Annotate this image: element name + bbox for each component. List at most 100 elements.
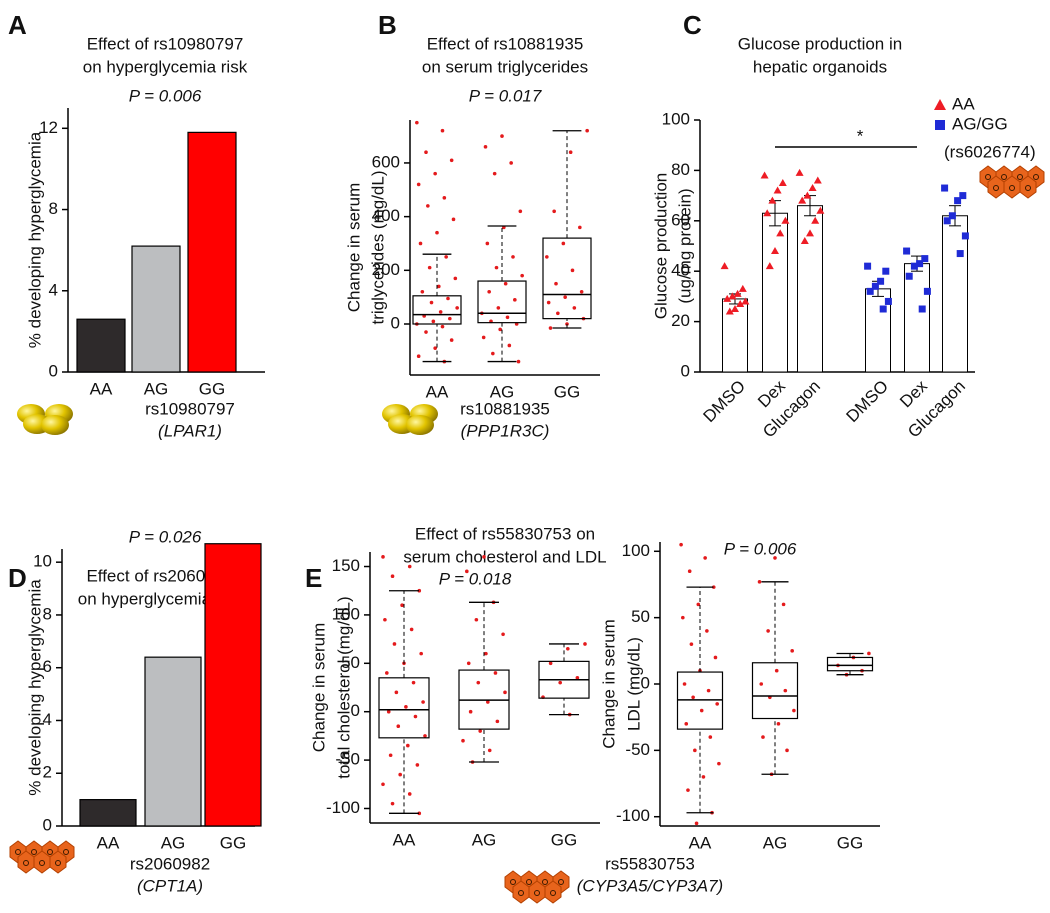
legend-label: AA [952,94,975,113]
data-point [699,708,704,713]
x-tick-label: AG [763,833,788,852]
y-tick-label: 2 [43,763,52,782]
x-tick-label: AG [472,830,497,849]
x-tick-label: AG [144,379,169,398]
y-axis-label: Change in serum [344,183,363,312]
data-point [427,265,432,270]
bar [79,799,137,827]
data-point [760,171,769,179]
bar [204,543,262,827]
data-point [877,277,885,285]
y-tick-label: 8 [49,199,58,218]
data-point [404,705,408,709]
p-value: P = 0.006 [724,539,797,558]
data-point [518,209,523,214]
data-point [483,145,488,149]
data-point [806,229,814,237]
bar [144,656,202,827]
data-point [424,330,428,334]
x-tick-label: GG [199,379,225,398]
data-point [416,354,421,359]
data-point [448,316,452,321]
data-point [392,642,397,646]
data-point [682,682,687,686]
data-point [566,646,570,651]
data-point [776,722,781,726]
data-point [765,262,774,270]
y-axis-label: triglycerides (mg/dL) [368,171,387,325]
data-point [498,327,502,332]
y-tick-label: -50 [335,750,360,769]
icon-spheres [17,404,73,435]
data-point [495,719,500,724]
data-point [433,346,437,350]
data-point [763,209,772,217]
x-axis-label: rs55830753 [605,854,695,873]
data-point [407,792,412,796]
data-point [482,555,486,559]
y-tick-label: 200 [372,260,400,279]
data-point [583,642,587,646]
data-point [565,322,569,326]
y-tick-label: 10 [33,552,52,571]
data-point [768,196,777,204]
y-tick-label: 40 [671,261,690,280]
data-point [437,284,441,289]
data-point [406,743,410,748]
data-point [426,204,430,208]
data-point [816,206,825,214]
x-tick-label: DMSO [700,377,749,426]
x-axis-label: (CYP3A5/CYP3A7) [577,876,723,895]
y-axis-label: (ug/mg protein) [675,188,694,303]
data-point [867,651,871,656]
data-point [420,289,425,294]
data-point [879,305,887,313]
data-point [413,714,418,719]
panel-label: E [305,563,322,593]
data-point [417,588,422,593]
x-tick-label: AA [90,379,113,398]
data-point [440,324,445,329]
box [378,677,430,739]
data-point [795,168,804,176]
data-point [505,315,510,320]
data-point [703,556,707,560]
data-point [943,217,951,225]
x-tick-label: AG [161,833,186,852]
data-point [741,297,750,305]
p-value: P = 0.026 [129,527,202,546]
data-point [440,128,445,133]
chart-title: Effect of rs55830753 on [415,524,595,543]
box [826,656,874,672]
data-point [461,738,465,743]
data-point [386,709,391,714]
chart-title: Effect of rs10881935 [427,34,584,53]
x-tick-label: AA [426,382,449,401]
x-tick-label: AA [97,833,120,852]
box [542,237,592,320]
data-point [864,262,872,270]
data-point [390,801,395,806]
data-point [713,655,718,660]
data-point [494,265,499,270]
data-point [696,602,701,607]
data-point [423,734,427,738]
data-point [798,196,807,204]
data-point [948,212,956,220]
y-tick-label: 50 [631,607,650,626]
data-point [866,287,874,295]
data-point [438,310,443,314]
data-point [415,763,420,767]
data-point [921,255,929,263]
data-point [396,724,401,729]
data-point [961,232,969,240]
bar [131,245,181,373]
data-point [486,700,490,704]
y-axis-label: Change in serum [309,623,328,752]
y-tick-label: 4 [43,710,52,729]
data-point [493,671,498,675]
data-point [501,632,505,637]
data-point [781,602,786,607]
bar [762,212,788,373]
legend-marker [934,99,946,110]
